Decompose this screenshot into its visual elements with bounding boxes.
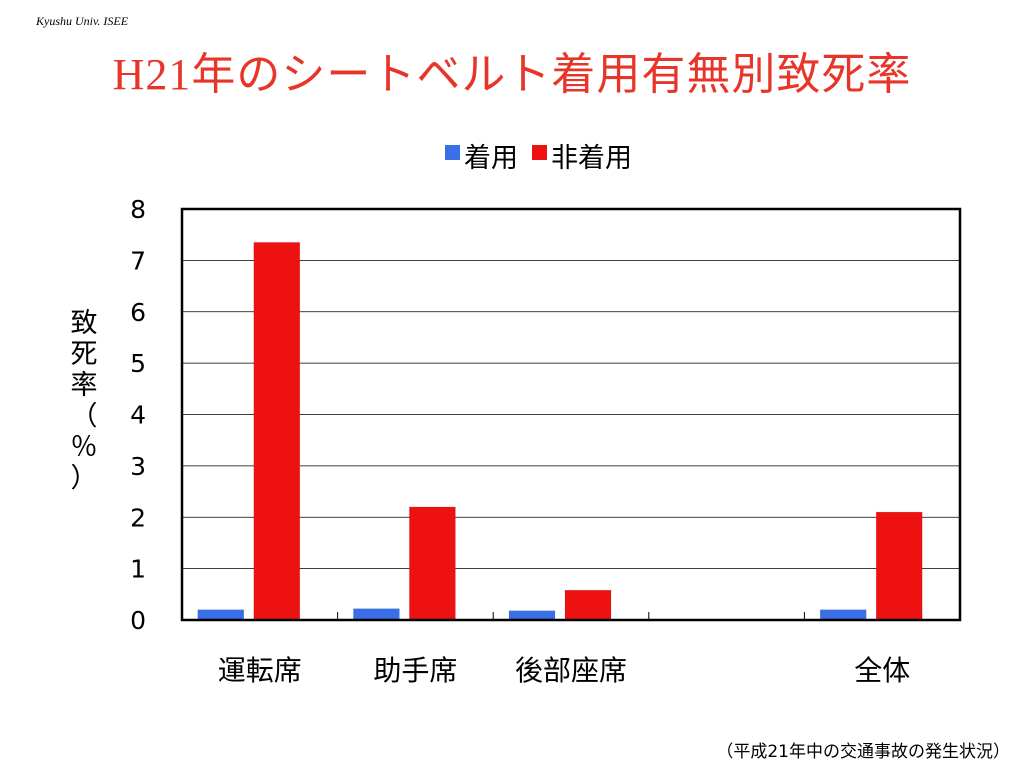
slide-title: H21年のシートベルト着用有無別致死率 (0, 38, 1024, 102)
bar-unworn (253, 242, 301, 621)
y-axis-label-char: ） (71, 463, 98, 494)
bar-worn (353, 608, 400, 621)
header-org-label: Kyushu Univ. ISEE (36, 14, 129, 28)
y-tick-label: 3 (130, 452, 146, 481)
legend-label: 非着用 (551, 143, 632, 174)
chart-gridlines (182, 259, 960, 570)
bar-unworn (564, 589, 612, 621)
plot-frame (180, 207, 962, 622)
y-tick-label: 7 (130, 246, 146, 275)
x-tick-label: 全体 (854, 654, 910, 687)
legend-label: 着用 (464, 143, 518, 174)
source-footnote: （平成21年中の交通事故の発生状況） (716, 742, 1010, 762)
y-axis-label-char: （ (71, 401, 98, 432)
y-axis-ticks: 0 1 2 3 4 5 6 7 8 (130, 195, 146, 635)
slide-title-prefix: H21 (112, 50, 192, 99)
chart-bars (197, 242, 923, 621)
y-axis-label: 致死率（％） (71, 308, 98, 494)
chart-frame (180, 207, 962, 622)
y-axis-label-char: ％ (71, 432, 98, 463)
y-tick-label: 4 (130, 401, 146, 430)
bar-unworn (875, 511, 923, 621)
bar-worn (508, 610, 556, 621)
legend-swatch (532, 145, 547, 160)
x-tick-label: 運転席 (218, 654, 302, 687)
y-tick-label: 6 (130, 298, 146, 327)
slide-title-text: 年のシートベルト着用有無別致死率 (191, 49, 912, 100)
y-tick-label: 5 (130, 349, 146, 378)
x-tick-label: 後部座席 (515, 654, 627, 687)
bar-worn (197, 609, 245, 621)
y-axis-label-char: 致 (71, 308, 98, 339)
legend-swatch (445, 145, 460, 160)
y-tick-label: 8 (130, 195, 146, 224)
bar-worn (819, 609, 867, 621)
x-tick-label: 助手席 (373, 654, 457, 687)
y-tick-label: 0 (130, 606, 146, 635)
bar-unworn (409, 506, 456, 621)
chart-legend: 着用 非着用 (445, 143, 632, 174)
y-tick-label: 1 (130, 555, 146, 584)
bar-chart: 着用 非着用 0 1 2 3 4 5 6 7 8 運転席 助手席 後部座席 全体 致死率（％） (71, 143, 962, 687)
y-axis-label-char: 率 (71, 370, 98, 401)
x-axis-ticks: 運転席 助手席 後部座席 全体 (218, 654, 910, 687)
y-tick-label: 2 (130, 503, 146, 532)
y-axis-label-char: 死 (71, 339, 98, 370)
